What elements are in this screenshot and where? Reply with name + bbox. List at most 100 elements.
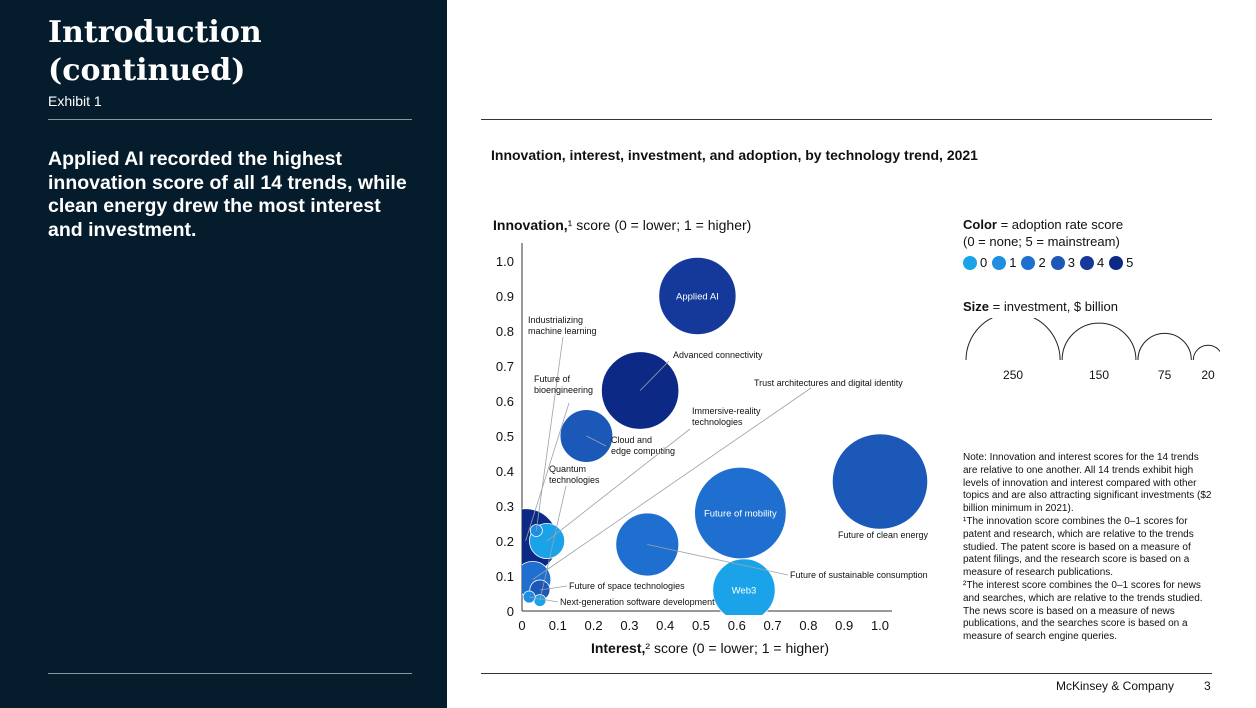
chart-notes: Note: Innovation and interest scores for… (963, 452, 1213, 644)
leader-line-next-generation-software-development (529, 596, 559, 603)
color-legend-item: 4 (1079, 255, 1105, 270)
bubble-label-advanced-connectivity: Advanced connectivity (673, 350, 763, 360)
color-legend-item: 0 (963, 255, 987, 270)
y-tick-label: 0.4 (496, 464, 514, 479)
size-legend-label: 75 (1158, 368, 1172, 382)
bubble-applied-ai (658, 256, 737, 336)
size-legend-label: 150 (1089, 368, 1109, 382)
bubble-label-immersive-reality-technologies: Immersive-reality technologies (692, 406, 761, 427)
bubble-label-line: machine learning (528, 326, 597, 336)
color-legend-title-rest: = adoption rate score (996, 217, 1124, 232)
bubble-web3 (712, 558, 776, 615)
bubble-label-line: technologies (549, 475, 600, 485)
y-tick-label: 0 (507, 604, 514, 619)
color-legend-subtitle: (0 = none; 5 = mainstream) (963, 234, 1120, 249)
x-tick-label: 0 (518, 618, 525, 633)
bubble-label-future-of-mobility: Future of mobility (704, 509, 777, 520)
color-legend-label: 0 (980, 255, 988, 270)
x-axis-title-rest: ² score (0 = lower; 1 = higher) (645, 640, 829, 656)
color-legend-swatch (1050, 255, 1065, 270)
bubble-label-future-of-space-technologies: Future of space technologies (569, 581, 685, 591)
y-axis-title-rest: ¹ score (0 = lower; 1 = higher) (568, 217, 752, 233)
bubble-label-line: Future of (534, 374, 571, 384)
y-axis-title: Innovation,¹ score (0 = lower; 1 = highe… (493, 217, 751, 233)
color-legend-label: 3 (1067, 255, 1075, 270)
y-tick-label: 0.5 (496, 429, 514, 444)
exhibit-label: Exhibit 1 (48, 93, 102, 109)
footer-brand: McKinsey & Company (1056, 679, 1175, 693)
leader-line-future-of-bioengineering (525, 402, 570, 542)
size-legend-title: Size = investment, $ billion (963, 299, 1118, 314)
size-legend-title-rest: = investment, $ billion (989, 299, 1118, 314)
color-legend-swatch (992, 255, 1007, 270)
y-axis-title-key: Innovation, (493, 217, 568, 233)
bubble-label-line: edge computing (611, 446, 675, 456)
bubble-chart: Innovation,¹ score (0 = lower; 1 = highe… (493, 217, 929, 656)
note-innovation-footnote: ¹The innovation score combines the 0–1 s… (963, 515, 1194, 579)
bubble-label-line: technologies (692, 417, 743, 427)
color-legend-label: 1 (1009, 255, 1017, 270)
x-tick-label: 0.8 (799, 618, 817, 633)
y-tick-label: 1.0 (496, 254, 514, 269)
y-tick-label: 0.6 (496, 394, 514, 409)
bubble-label-line: bioengineering (534, 385, 593, 395)
x-tick-label: 0.2 (585, 618, 603, 633)
y-tick-label: 0.8 (496, 324, 514, 339)
bubble-label-line: Industrializing (528, 315, 583, 325)
color-legend-item: 3 (1050, 255, 1075, 270)
size-legend-arc (1061, 322, 1137, 361)
color-legend-swatch (1109, 255, 1124, 270)
size-legend-label: 250 (1003, 368, 1023, 382)
content-divider-bottom (481, 673, 1212, 674)
leader-line-cloud-and-edge-computing (586, 435, 607, 447)
y-tick-label: 0.9 (496, 289, 514, 304)
x-tick-label: 0.5 (692, 618, 710, 633)
bubble-label-web3: Web3 (732, 586, 757, 597)
color-legend-swatch (1079, 255, 1094, 270)
color-legend-title: Color = adoption rate score (963, 217, 1123, 232)
leader-line-quantum-technologies (539, 485, 567, 601)
bubbles-group (522, 256, 929, 615)
leader-line-industrializing-machine-learning (535, 336, 564, 531)
note-interest-footnote: ²The interest score combines the 0–1 sco… (963, 579, 1203, 643)
x-axis-title-key: Interest, (591, 640, 645, 656)
color-legend-title-key: Color (963, 217, 997, 232)
x-tick-label: 0.7 (764, 618, 782, 633)
size-legend-arc (965, 318, 1061, 361)
leader-line-immersive-reality-technologies (546, 428, 691, 542)
bubble-label-trust-architectures-and-digital-identity: Trust architectures and digital identity (754, 378, 903, 388)
color-legend-item: 1 (992, 255, 1016, 270)
size-legend-title-key: Size (963, 299, 990, 314)
color-legend-label: 5 (1126, 255, 1134, 270)
color-legend-label: 2 (1038, 255, 1046, 270)
color-legend-swatch (963, 255, 977, 270)
leader-line-advanced-connectivity (639, 360, 670, 391)
size-legend-arc (1192, 344, 1220, 361)
bubble-label-quantum-technologies: Quantum technologies (549, 464, 600, 485)
color-legend-item: 2 (1021, 255, 1046, 270)
bubble-label-industrializing-machine-learning: Industrializing machine learning (528, 315, 597, 336)
y-tick-label: 0.1 (496, 569, 514, 584)
bubble-label-future-of-sustainable-consumption: Future of sustainable consumption (790, 570, 928, 580)
bubble-labels-group: Applied AI Advanced connectivity Cloud and… (525, 292, 928, 607)
bubble-future-of-clean-energy (831, 433, 929, 530)
y-tick-label: 0.3 (496, 499, 514, 514)
color-legend-label: 4 (1096, 255, 1105, 270)
leader-line-trust-architectures-and-digital-identity (532, 387, 812, 580)
x-tick-label: 0.6 (728, 618, 746, 633)
page-title: Introduction (continued) (48, 15, 262, 88)
sidebar-divider-top (48, 119, 412, 120)
sidebar-panel: Introduction (continued) Exhibit 1 Appli… (0, 0, 447, 708)
color-legend-swatch (1021, 255, 1036, 270)
size-legend: 250 150 75 20 (965, 318, 1220, 382)
x-tick-label: 0.9 (835, 618, 853, 633)
size-legend-label: 20 (1201, 368, 1215, 382)
bubble-label-applied-ai: Applied AI (676, 292, 719, 303)
headline: Applied AI recorded the highest innovati… (48, 148, 407, 241)
color-legend-item: 5 (1109, 255, 1133, 270)
color-legend: 0 1 2 3 4 5 (963, 255, 1138, 270)
x-tick-label: 0.3 (620, 618, 638, 633)
sidebar-divider-bottom (48, 673, 412, 674)
y-tick-label: 0.7 (496, 359, 514, 374)
bubble-next-generation-software-development (522, 590, 536, 604)
